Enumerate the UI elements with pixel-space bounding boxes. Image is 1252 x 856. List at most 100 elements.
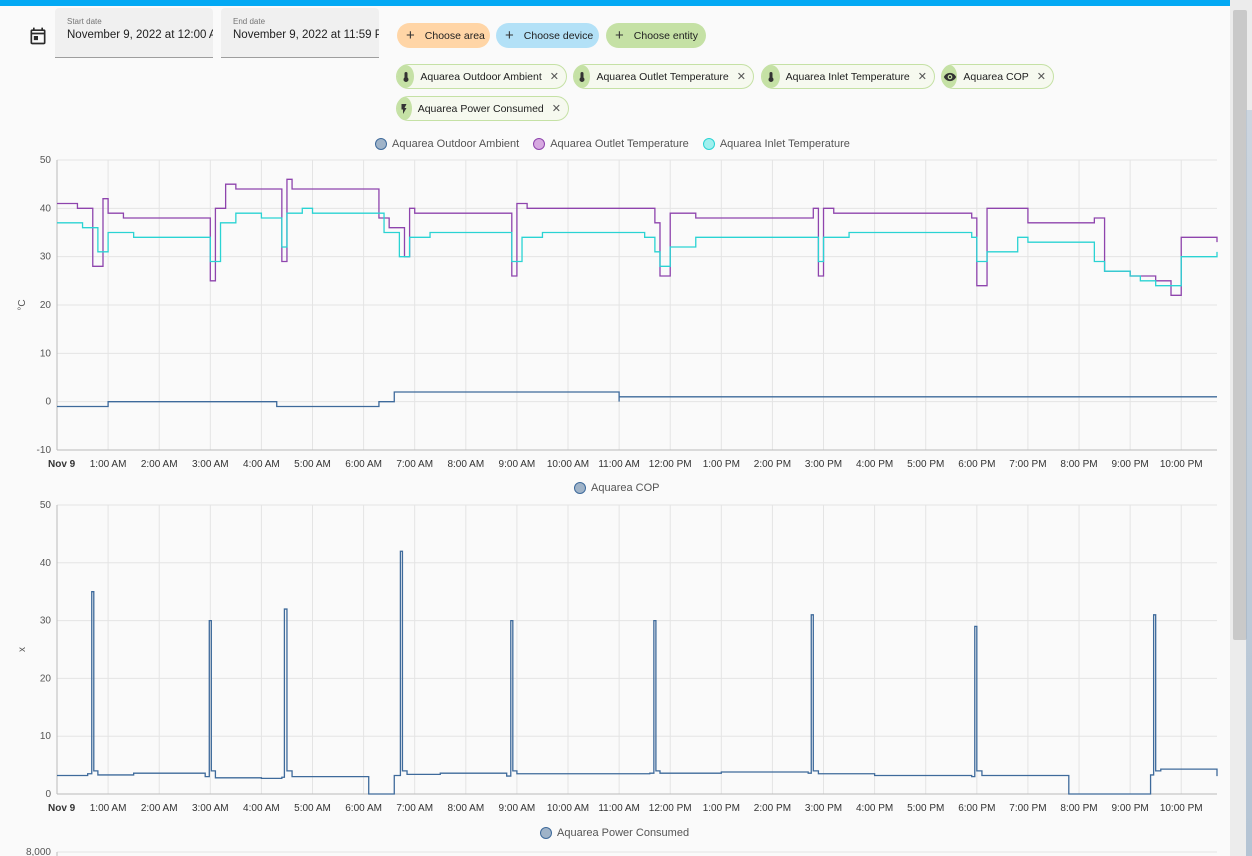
y-tick-label: 30 <box>40 616 52 627</box>
y-tick-label: 10 <box>40 731 52 742</box>
x-tick-label: 12:00 PM <box>649 803 692 814</box>
power-chart-legend: Aquarea Power Consumed <box>540 825 703 841</box>
plus-icon: + <box>505 27 514 44</box>
x-tick-label: 9:00 AM <box>499 459 536 470</box>
power-chart: 8,000 <box>26 847 1217 856</box>
legend-dot <box>574 482 586 494</box>
entity-chip[interactable]: Aquarea Outdoor Ambient ✕ <box>396 64 567 89</box>
choose-area-label: Choose area <box>424 29 485 42</box>
history-page <box>0 6 1230 856</box>
x-tick-label: 2:00 AM <box>141 459 178 470</box>
series-line <box>57 207 1218 287</box>
y-tick-label: 10 <box>40 348 52 359</box>
y-axis-label: x <box>17 647 28 652</box>
legend-label: Aquarea COP <box>591 482 660 494</box>
entity-chip[interactable]: Aquarea COP ✕ <box>941 64 1054 89</box>
choose-entity-label: Choose entity <box>633 29 698 42</box>
x-tick-label: 3:00 PM <box>805 459 842 470</box>
start-date-field[interactable]: Start date November 9, 2022 at 12:00 AM <box>55 8 213 58</box>
x-tick-label: 2:00 PM <box>754 803 791 814</box>
y-tick-label: 8,000 <box>26 847 51 856</box>
x-tick-label: 4:00 AM <box>243 459 280 470</box>
x-tick-label: 6:00 AM <box>345 803 382 814</box>
start-date-value: November 9, 2022 at 12:00 AM <box>67 29 213 41</box>
lightning-icon <box>397 97 412 120</box>
chip-label: Aquarea Inlet Temperature <box>785 70 910 83</box>
legend-label: Aquarea Outdoor Ambient <box>392 138 520 150</box>
legend-label: Aquarea Power Consumed <box>557 827 690 839</box>
calendar-icon[interactable] <box>28 26 48 46</box>
chip-label: Aquarea COP <box>963 70 1029 83</box>
top-accent-bar <box>0 0 1230 6</box>
close-icon[interactable]: ✕ <box>551 103 561 115</box>
choose-device-button[interactable]: + Choose device <box>496 23 599 48</box>
choose-area-button[interactable]: + Choose area <box>397 23 490 48</box>
x-tick-label: 9:00 PM <box>1112 459 1149 470</box>
plus-icon: + <box>406 27 415 44</box>
close-icon[interactable]: ✕ <box>917 71 927 83</box>
y-tick-label: 50 <box>40 155 52 166</box>
x-tick-label: 2:00 PM <box>754 459 791 470</box>
x-tick-label: 1:00 PM <box>703 803 740 814</box>
x-tick-label: 9:00 AM <box>499 803 536 814</box>
y-axis-label: °C <box>17 299 28 310</box>
x-tick-label: 9:00 PM <box>1112 803 1149 814</box>
entity-chip[interactable]: Aquarea Power Consumed ✕ <box>396 96 569 121</box>
x-tick-label: 6:00 PM <box>958 459 995 470</box>
x-tick-label: 3:00 PM <box>805 803 842 814</box>
x-tick-label: 4:00 PM <box>856 459 893 470</box>
chip-label: Aquarea Outlet Temperature <box>596 70 729 83</box>
x-tick-label: 7:00 AM <box>396 459 433 470</box>
x-tick-label: 4:00 PM <box>856 803 893 814</box>
entity-chip[interactable]: Aquarea Inlet Temperature ✕ <box>761 64 935 89</box>
legend-item[interactable]: Aquarea Power Consumed <box>540 827 689 839</box>
close-icon[interactable]: ✕ <box>1036 71 1046 83</box>
entity-chip[interactable]: Aquarea Outlet Temperature ✕ <box>573 64 754 89</box>
close-icon[interactable]: ✕ <box>549 71 559 83</box>
x-tick-label: Nov 9 <box>48 803 76 814</box>
x-tick-label: 6:00 PM <box>958 803 995 814</box>
series-line <box>57 550 1218 795</box>
scrollbar-thumb[interactable] <box>1233 10 1247 640</box>
legend-item[interactable]: Aquarea Outlet Temperature <box>533 138 689 150</box>
series-line <box>57 178 1218 296</box>
x-tick-label: 10:00 AM <box>547 459 589 470</box>
x-tick-label: 12:00 PM <box>649 459 692 470</box>
x-tick-label: 5:00 PM <box>907 803 944 814</box>
legend-item[interactable]: Aquarea Outdoor Ambient <box>375 138 519 150</box>
chip-label: Aquarea Power Consumed <box>417 102 544 115</box>
legend-item[interactable]: Aquarea Inlet Temperature <box>702 138 850 150</box>
x-tick-label: 7:00 AM <box>396 803 433 814</box>
x-tick-label: 7:00 PM <box>1009 803 1046 814</box>
y-tick-label: 20 <box>40 300 52 311</box>
x-tick-label: 5:00 AM <box>294 459 331 470</box>
x-tick-label: 10:00 PM <box>1160 803 1203 814</box>
background-edge <box>1246 110 1252 856</box>
end-date-field[interactable]: End date November 9, 2022 at 11:59 PM <box>221 8 379 58</box>
end-date-label: End date <box>233 17 266 26</box>
x-tick-label: 8:00 PM <box>1060 459 1097 470</box>
x-tick-label: 4:00 AM <box>243 803 280 814</box>
close-icon[interactable]: ✕ <box>736 71 746 83</box>
legend-label: Aquarea Outlet Temperature <box>550 138 689 150</box>
x-tick-label: 8:00 PM <box>1060 803 1097 814</box>
start-date-label: Start date <box>67 17 102 26</box>
x-tick-label: 1:00 AM <box>90 803 127 814</box>
thermometer-icon <box>762 65 780 88</box>
legend-dot <box>375 138 387 150</box>
x-tick-label: 10:00 AM <box>547 803 589 814</box>
temperature-chart: Nov 9 1:00 AM 2:00 AM 3:00 AM 4:00 AM 5:00 AM… <box>17 155 1218 470</box>
y-tick-label: 20 <box>40 673 52 684</box>
end-date-value: November 9, 2022 at 11:59 PM <box>233 29 379 41</box>
choose-entity-button[interactable]: + Choose entity <box>606 23 706 48</box>
temperature-chart-legend: Aquarea Outdoor Ambient Aquarea Outlet T… <box>375 136 864 152</box>
legend-item[interactable]: Aquarea COP <box>574 482 659 494</box>
x-tick-label: 2:00 AM <box>141 803 178 814</box>
thermometer-icon <box>574 65 591 88</box>
x-tick-label: 1:00 PM <box>703 459 740 470</box>
plus-icon: + <box>615 27 624 44</box>
choose-device-label: Choose device <box>523 29 594 42</box>
x-tick-label: 8:00 AM <box>447 459 484 470</box>
x-tick-label: 7:00 PM <box>1009 459 1046 470</box>
cop-chart: Nov 9 1:00 AM 2:00 AM 3:00 AM 4:00 AM 5:00 AM… <box>17 500 1218 814</box>
